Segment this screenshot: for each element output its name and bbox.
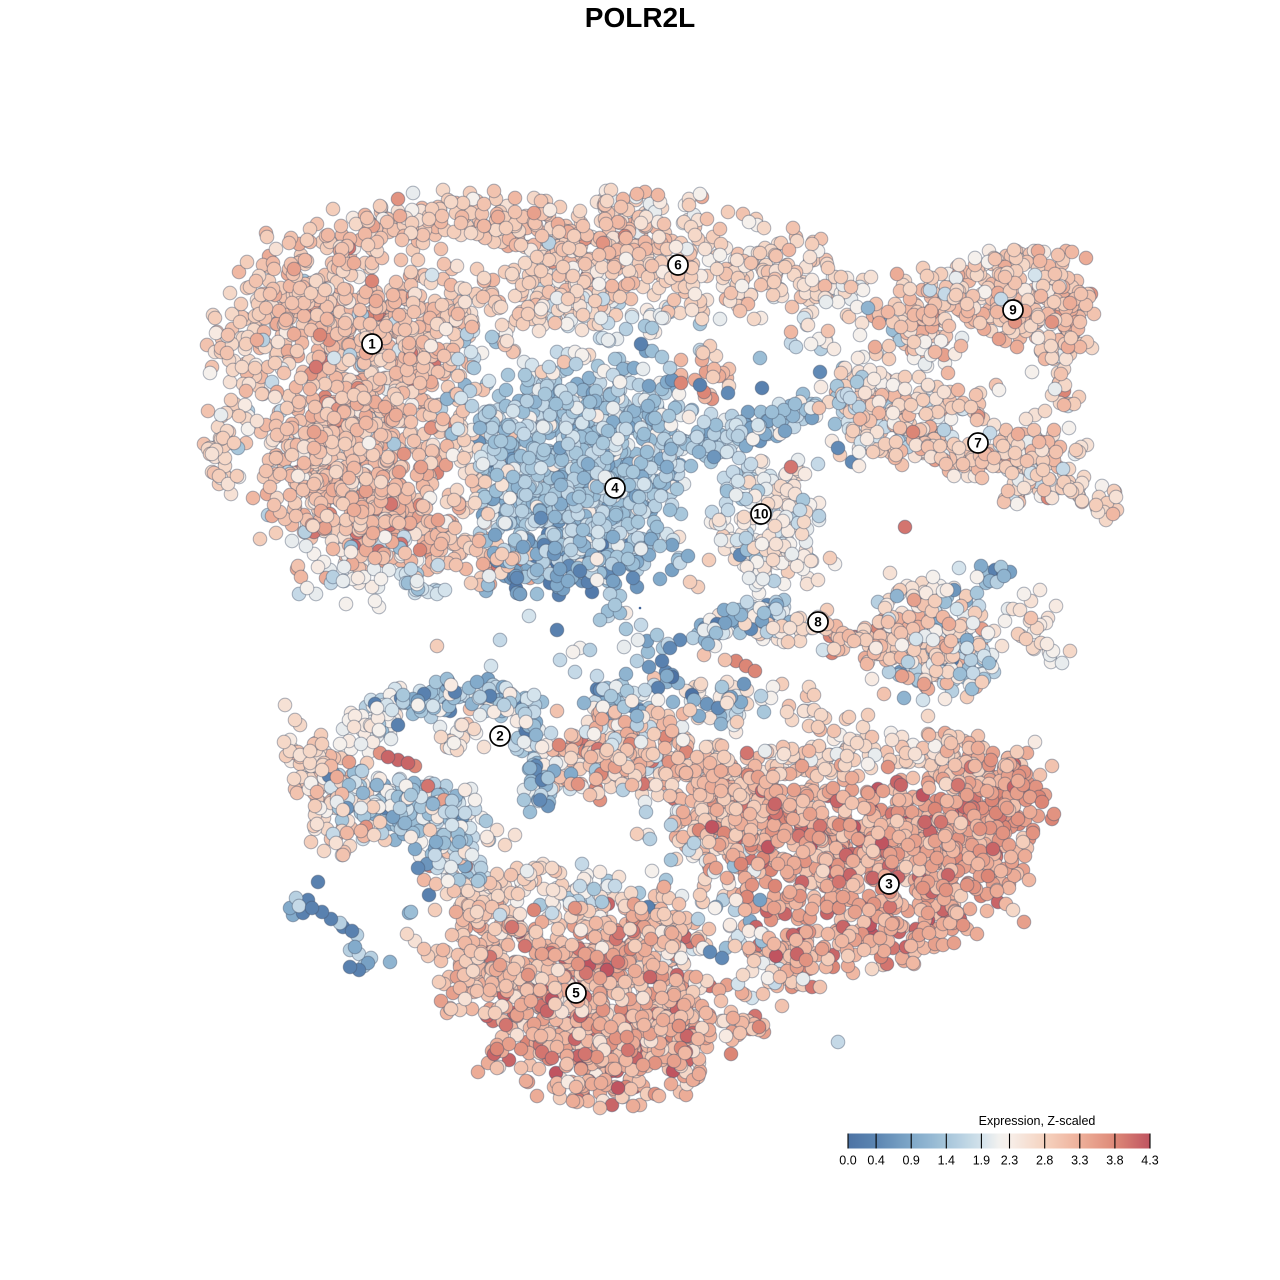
svg-text:POLR2L: POLR2L	[585, 2, 695, 33]
